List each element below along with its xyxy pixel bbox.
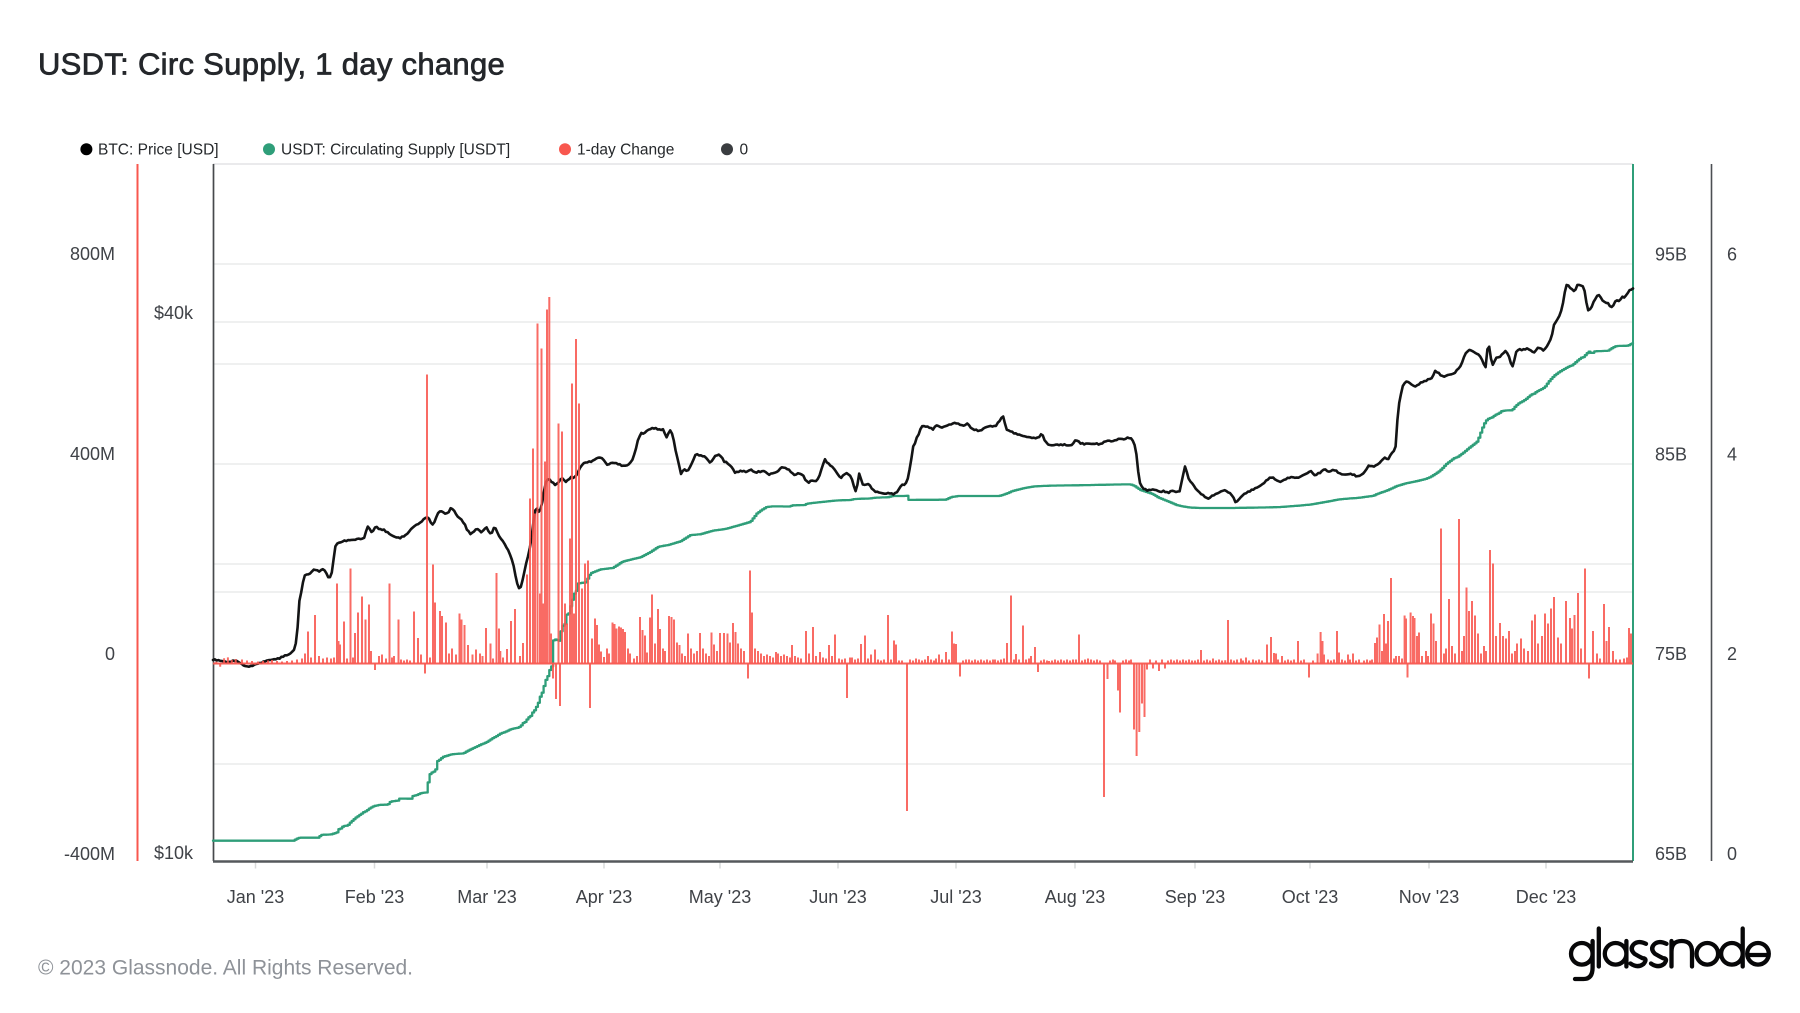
svg-text:$10k: $10k (154, 843, 194, 863)
svg-text:Jul '23: Jul '23 (930, 887, 981, 907)
svg-text:0: 0 (1727, 844, 1737, 864)
svg-text:BTC: Price [USD]: BTC: Price [USD] (98, 142, 219, 159)
svg-text:May '23: May '23 (689, 887, 751, 907)
svg-text:Feb '23: Feb '23 (345, 887, 404, 907)
svg-text:Jan '23: Jan '23 (227, 887, 284, 907)
svg-text:6: 6 (1727, 245, 1737, 265)
svg-text:0: 0 (740, 142, 749, 159)
svg-text:USDT: Circ Supply, 1 day chang: USDT: Circ Supply, 1 day change (38, 47, 505, 82)
svg-text:Apr '23: Apr '23 (576, 887, 632, 907)
svg-text:Nov '23: Nov '23 (1399, 887, 1459, 907)
svg-text:85B: 85B (1655, 445, 1687, 465)
svg-text:95B: 95B (1655, 245, 1687, 265)
svg-text:2: 2 (1727, 644, 1737, 664)
svg-text:Dec '23: Dec '23 (1516, 887, 1576, 907)
svg-text:© 2023 Glassnode. All Rights R: © 2023 Glassnode. All Rights Reserved. (38, 957, 413, 980)
svg-text:75B: 75B (1655, 644, 1687, 664)
svg-text:65B: 65B (1655, 844, 1687, 864)
svg-text:800M: 800M (70, 244, 115, 264)
svg-text:1-day Change: 1-day Change (577, 142, 674, 159)
svg-text:400M: 400M (70, 444, 115, 464)
svg-text:-400M: -400M (64, 844, 115, 864)
svg-text:0: 0 (105, 644, 115, 664)
svg-text:Mar '23: Mar '23 (457, 887, 516, 907)
svg-text:USDT: Circulating Supply [USDT: USDT: Circulating Supply [USDT] (281, 142, 510, 159)
svg-text:Oct '23: Oct '23 (1282, 887, 1338, 907)
svg-text:Aug '23: Aug '23 (1045, 887, 1106, 907)
svg-text:4: 4 (1727, 445, 1737, 465)
svg-text:Jun '23: Jun '23 (809, 887, 866, 907)
svg-text:Sep '23: Sep '23 (1165, 887, 1226, 907)
svg-text:$40k: $40k (154, 303, 194, 323)
